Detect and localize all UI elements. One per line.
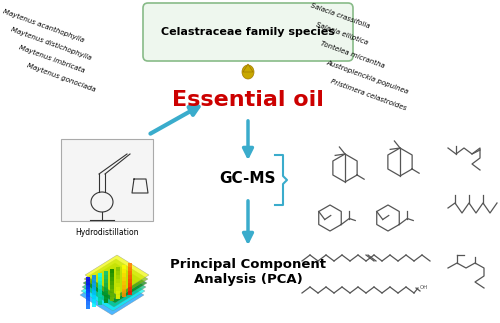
Text: Salacia elliptica: Salacia elliptica bbox=[315, 21, 369, 46]
Text: OH: OH bbox=[420, 285, 428, 290]
Text: GC-MS: GC-MS bbox=[220, 171, 276, 185]
Polygon shape bbox=[81, 271, 145, 311]
Text: Maytenus imbricata: Maytenus imbricata bbox=[18, 44, 86, 74]
Polygon shape bbox=[83, 263, 147, 303]
Polygon shape bbox=[82, 267, 146, 307]
Text: Maytenus distichophylla: Maytenus distichophylla bbox=[10, 26, 92, 61]
Polygon shape bbox=[85, 255, 149, 295]
Text: Austroplenckia populnea: Austroplenckia populnea bbox=[325, 59, 409, 95]
Polygon shape bbox=[80, 275, 144, 315]
Text: Tontelea micrantha: Tontelea micrantha bbox=[320, 40, 386, 69]
Text: Maytenus gonoclada: Maytenus gonoclada bbox=[26, 62, 96, 93]
Text: Principal Component
Analysis (PCA): Principal Component Analysis (PCA) bbox=[170, 258, 326, 286]
Text: Celastraceae family species: Celastraceae family species bbox=[161, 27, 335, 37]
PathPatch shape bbox=[243, 64, 253, 72]
Text: Pristimera celastroides: Pristimera celastroides bbox=[330, 78, 407, 111]
Text: Maytenus acanthophylla: Maytenus acanthophylla bbox=[2, 8, 85, 43]
Polygon shape bbox=[84, 259, 148, 299]
Text: Hydrodistillation: Hydrodistillation bbox=[75, 228, 139, 237]
Text: Salacia crassifolia: Salacia crassifolia bbox=[310, 2, 371, 29]
FancyBboxPatch shape bbox=[61, 139, 153, 221]
FancyBboxPatch shape bbox=[143, 3, 353, 61]
Text: Essential oil: Essential oil bbox=[172, 90, 324, 110]
Ellipse shape bbox=[242, 65, 254, 79]
